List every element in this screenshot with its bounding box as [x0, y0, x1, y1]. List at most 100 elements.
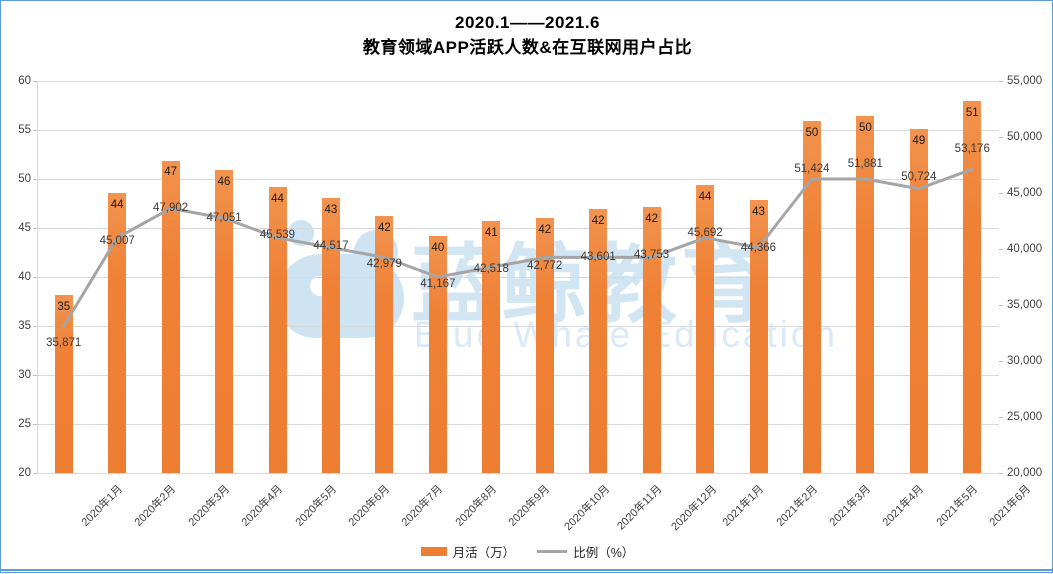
x-axis-label: 2020年5月	[293, 483, 339, 529]
bar[interactable]	[589, 208, 608, 473]
line-value-label: 42	[591, 214, 605, 227]
bar[interactable]	[535, 217, 554, 473]
x-axis-label: 2020年11月	[615, 483, 665, 533]
x-axis-label: 2020年2月	[132, 483, 179, 529]
bar[interactable]	[54, 295, 73, 473]
bar[interactable]	[856, 115, 875, 473]
line-value-label: 41	[484, 226, 498, 239]
bar[interactable]	[963, 101, 982, 473]
chart-title-line1: 2020.1——2021.6	[455, 13, 600, 32]
bar-value-label: 42,979	[366, 257, 402, 270]
y-axis-right-tick: 35,000	[1007, 299, 1043, 311]
bar[interactable]	[268, 186, 287, 473]
bar-value-label: 43,753	[634, 248, 670, 261]
bar-value-label: 51,881	[847, 157, 883, 170]
plot-area	[37, 81, 999, 473]
line-value-label: 51	[965, 107, 979, 120]
x-axis-label: 2020年8月	[453, 483, 500, 529]
y-axis-left-tick: 30	[18, 369, 31, 381]
chart-legend: 月活（万） 比例（%）	[1, 542, 1053, 561]
x-axis-label: 2020年10月	[562, 483, 613, 534]
line-value-label: 42	[538, 223, 552, 236]
x-axis-label: 2021年6月	[987, 483, 1034, 529]
bar-value-label: 45,692	[687, 227, 723, 240]
bar[interactable]	[375, 215, 394, 473]
y-axis-right-tick: 40,000	[1007, 243, 1043, 255]
bar-value-label: 47,902	[153, 202, 189, 215]
legend-line-label: 比例（%）	[573, 546, 635, 560]
bar[interactable]	[321, 198, 340, 473]
bar[interactable]	[215, 170, 234, 473]
y-axis-right-tick: 50,000	[1007, 131, 1043, 143]
bar-value-label: 44,366	[740, 242, 777, 255]
bar-value-label: 35,871	[46, 337, 82, 350]
x-axis-label: 2020年12月	[668, 483, 719, 534]
line-value-label: 35	[57, 301, 71, 314]
line-value-label: 42	[377, 221, 391, 234]
y-axis-right-tick: 25,000	[1007, 411, 1043, 423]
legend-bar-label: 月活（万）	[452, 546, 516, 560]
line-value-label: 44	[698, 191, 712, 204]
bottom-rule	[1, 569, 1053, 571]
bar-value-label: 42,518	[473, 262, 509, 275]
line-value-label: 42	[645, 212, 659, 225]
y-axis-right-tick: 45,000	[1007, 187, 1043, 199]
bar-value-label: 42,772	[527, 259, 563, 272]
x-axis-label: 2021年2月	[774, 483, 820, 529]
bar[interactable]	[482, 220, 501, 473]
line-value-label: 40	[431, 241, 445, 254]
x-axis-label: 2020年9月	[506, 483, 553, 529]
line-value-label: 43	[324, 204, 338, 217]
x-axis-label: 2020年7月	[399, 483, 446, 529]
line-value-label: 47	[164, 166, 178, 179]
chart-title-line2: 教育领域APP活跃人数&在互联网用户占比	[362, 38, 693, 57]
x-axis-label: 2021年5月	[934, 483, 981, 529]
bar-value-label: 43,601	[580, 250, 616, 263]
line-value-label: 44	[110, 198, 124, 211]
bar-value-label: 47,051	[206, 212, 242, 225]
y-axis-left-tick: 35	[18, 320, 31, 332]
x-axis-label: 2020年4月	[239, 483, 286, 529]
line-value-label: 44	[271, 192, 284, 205]
y-axis-right-tick: 20,000	[1007, 467, 1043, 479]
x-axis-label: 2021年4月	[880, 483, 927, 529]
bar[interactable]	[642, 206, 661, 473]
bar[interactable]	[161, 160, 180, 473]
y-axis-left-tick: 45	[18, 222, 31, 234]
chart-title: 2020.1——2021.6 教育领域APP活跃人数&在互联网用户占比	[1, 11, 1053, 61]
y-axis-left-tick: 55	[18, 124, 31, 136]
x-axis-label: 2021年1月	[720, 483, 767, 529]
bar[interactable]	[909, 128, 928, 473]
legend-item-bar[interactable]: 月活（万）	[420, 542, 516, 561]
line-value-label: 50	[805, 127, 819, 140]
line-value-label: 43	[752, 206, 765, 219]
legend-item-line[interactable]: 比例（%）	[537, 542, 634, 561]
bar-value-label: 50,724	[901, 170, 937, 183]
x-axis-label: 2020年3月	[186, 483, 232, 529]
bar-value-label: 51,424	[794, 163, 830, 176]
y-axis-left-tick: 20	[18, 467, 31, 479]
bar[interactable]	[749, 200, 768, 473]
line-value-label: 49	[912, 134, 926, 147]
x-axis-label: 2021年3月	[827, 483, 874, 529]
y-axis-right-tick: 30,000	[1007, 355, 1043, 367]
legend-bar-swatch-icon	[420, 547, 447, 556]
x-axis-label: 2020年6月	[346, 483, 393, 529]
y-axis-left-tick: 25	[18, 418, 31, 430]
line-series	[62, 167, 974, 328]
line-value-label: 50	[858, 121, 872, 134]
bar-value-label: 45,007	[99, 234, 135, 247]
x-axis-label: 2020年1月	[79, 483, 125, 529]
y-axis-left-tick: 50	[18, 173, 31, 185]
bar-value-label: 45,539	[259, 228, 296, 241]
y-axis-right-tick: 55,000	[1007, 75, 1043, 87]
bar[interactable]	[802, 121, 821, 473]
bar[interactable]	[428, 235, 447, 473]
y-axis-left-tick: 60	[18, 75, 31, 87]
bar-value-label: 41,167	[420, 277, 456, 290]
bar-value-label: 44,517	[313, 240, 349, 253]
line-path	[62, 167, 974, 328]
bar[interactable]	[108, 192, 127, 473]
y-axis-left-tick: 40	[18, 271, 31, 283]
bar[interactable]	[696, 185, 715, 473]
